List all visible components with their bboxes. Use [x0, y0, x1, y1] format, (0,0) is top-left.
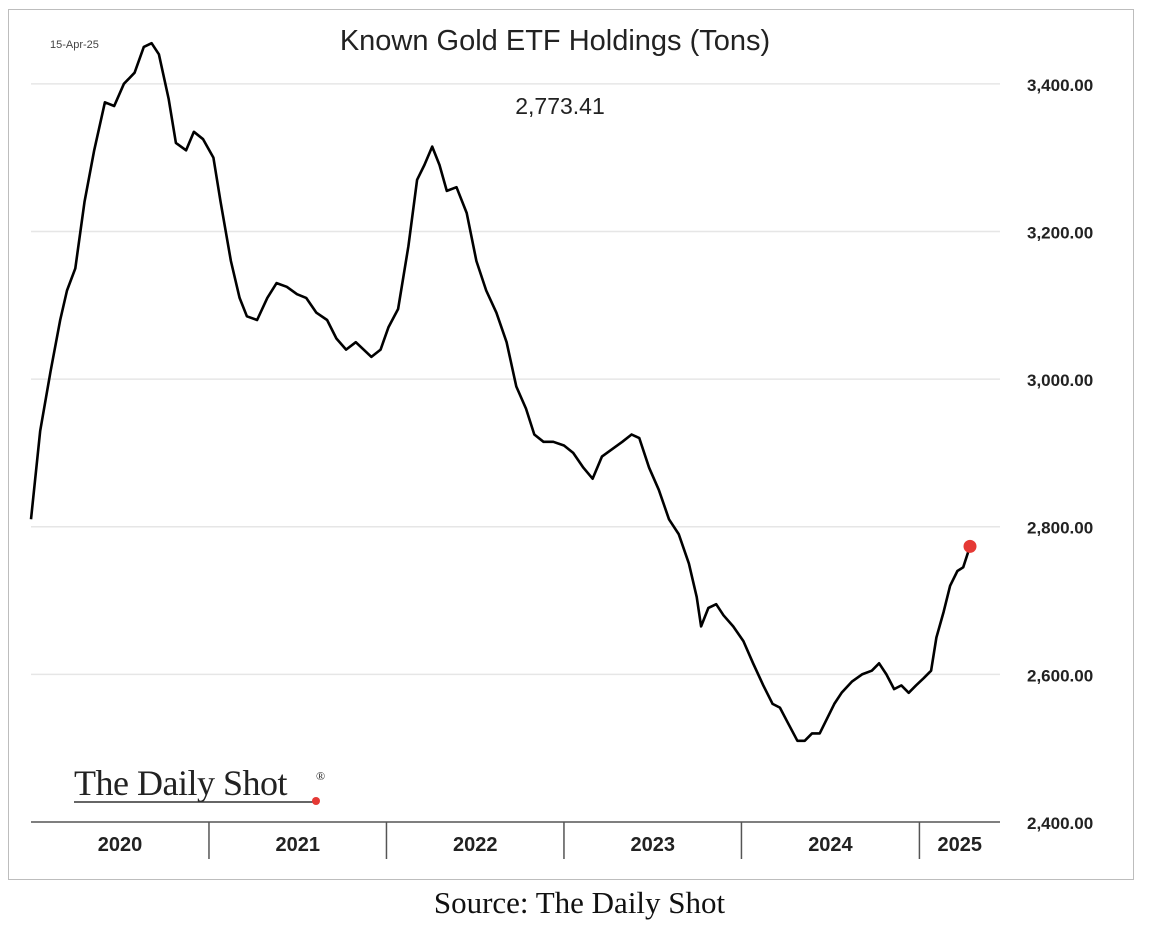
x-tick-label: 2022 [453, 834, 498, 856]
x-axis: 2020 2021 2022 2023 2024 2025 [31, 821, 1000, 859]
y-tick-label: 3,200.00 [1027, 223, 1093, 242]
logo-registered-mark: ® [316, 769, 325, 783]
latest-point-marker [963, 539, 977, 553]
y-tick-label: 2,800.00 [1027, 519, 1093, 538]
logo-dot [312, 797, 320, 805]
x-tick-label: 2025 [937, 834, 982, 856]
x-tick-label: 2023 [630, 834, 675, 856]
x-tick-label: 2020 [98, 834, 143, 856]
series-line [29, 41, 972, 743]
daily-shot-logo: The Daily Shot ® [74, 763, 325, 805]
source-caption: Source: The Daily Shot [433, 885, 726, 920]
x-tick-label: 2021 [275, 834, 320, 856]
logo-text: The Daily Shot [74, 763, 287, 803]
y-tick-label: 2,400.00 [1027, 814, 1093, 833]
y-tick-label: 3,000.00 [1027, 371, 1093, 390]
y-tick-label: 2,600.00 [1027, 666, 1093, 685]
latest-value-label: 2,773.41 [515, 93, 605, 119]
chart-date-label: 15-Apr-25 [50, 39, 99, 51]
y-axis-tick-labels: 2,400.00 2,600.00 2,800.00 3,000.00 3,200.00… [1027, 76, 1093, 833]
y-tick-label: 3,400.00 [1027, 76, 1093, 95]
grid-lines [31, 83, 1000, 676]
series-layer [29, 41, 977, 743]
x-tick-label: 2024 [808, 834, 853, 856]
chart-title: Known Gold ETF Holdings (Tons) [340, 25, 770, 57]
chart-frame [8, 9, 1134, 880]
